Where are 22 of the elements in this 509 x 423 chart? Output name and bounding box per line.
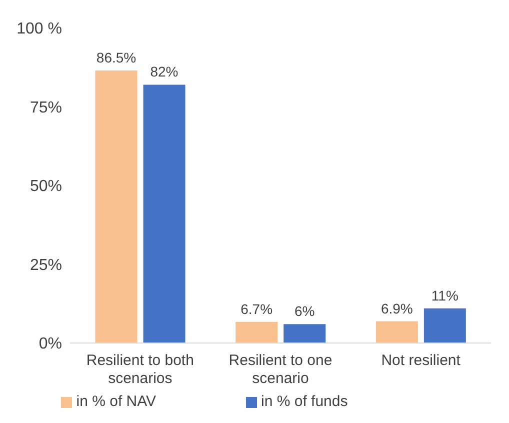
y-tick-label: 100 % (16, 20, 62, 38)
bar (424, 308, 466, 343)
bar (143, 84, 186, 343)
bar (376, 321, 418, 343)
data-label: 86.5% (96, 50, 136, 66)
data-label: 82% (150, 64, 178, 80)
legend-label: in % of funds (261, 393, 348, 410)
bar (236, 322, 278, 343)
legend-label: in % of NAV (76, 393, 156, 410)
y-tick-label: 75% (30, 99, 62, 116)
data-label: 6.9% (380, 300, 413, 316)
bar (284, 324, 326, 343)
bar (95, 70, 138, 343)
y-tick-label: 0% (38, 336, 62, 353)
data-label: 6% (294, 303, 315, 320)
x-tick-label: Not resilient (381, 352, 462, 369)
x-tick-label: Resilient to both scenarios (86, 352, 194, 387)
y-tick-label: 25% (30, 256, 62, 274)
x-tick-label: Resilient to one scenario (228, 352, 332, 387)
data-label: 6.7% (240, 300, 273, 317)
data-label: 11% (431, 287, 458, 304)
y-tick-label: 50% (30, 178, 62, 196)
